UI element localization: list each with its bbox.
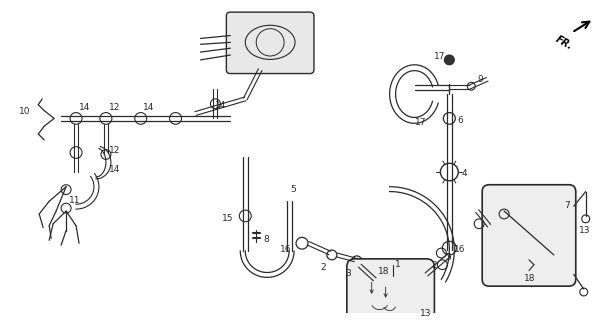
Text: 14: 14 [143,103,154,112]
Text: 14: 14 [215,101,227,110]
Text: 14: 14 [79,103,91,112]
Text: 6: 6 [457,116,463,125]
Text: 14: 14 [109,165,121,174]
Circle shape [444,55,454,65]
Text: 17: 17 [435,52,446,61]
Text: 18: 18 [524,275,536,284]
FancyBboxPatch shape [226,12,314,74]
Text: 18: 18 [378,267,389,276]
Text: 10: 10 [20,107,31,116]
Text: 16: 16 [454,245,466,254]
Text: 1: 1 [395,260,400,269]
Text: 16: 16 [280,245,292,254]
Text: 3: 3 [446,253,451,262]
Text: FR.: FR. [554,35,575,52]
Text: 13: 13 [579,226,590,235]
Text: 9: 9 [477,75,483,84]
Text: 2: 2 [320,263,326,272]
Text: 12: 12 [109,146,121,155]
Text: 5: 5 [290,185,296,194]
FancyBboxPatch shape [347,259,435,320]
Text: 8: 8 [263,236,269,244]
Text: 2: 2 [431,261,437,270]
FancyBboxPatch shape [482,185,576,286]
Text: 13: 13 [419,308,431,317]
Text: 7: 7 [564,201,570,210]
Text: 15: 15 [222,214,234,223]
Text: 3: 3 [345,268,351,278]
Text: 11: 11 [69,196,81,205]
Text: 12: 12 [109,103,121,112]
Text: 4: 4 [461,169,467,178]
Text: 17: 17 [414,118,426,127]
